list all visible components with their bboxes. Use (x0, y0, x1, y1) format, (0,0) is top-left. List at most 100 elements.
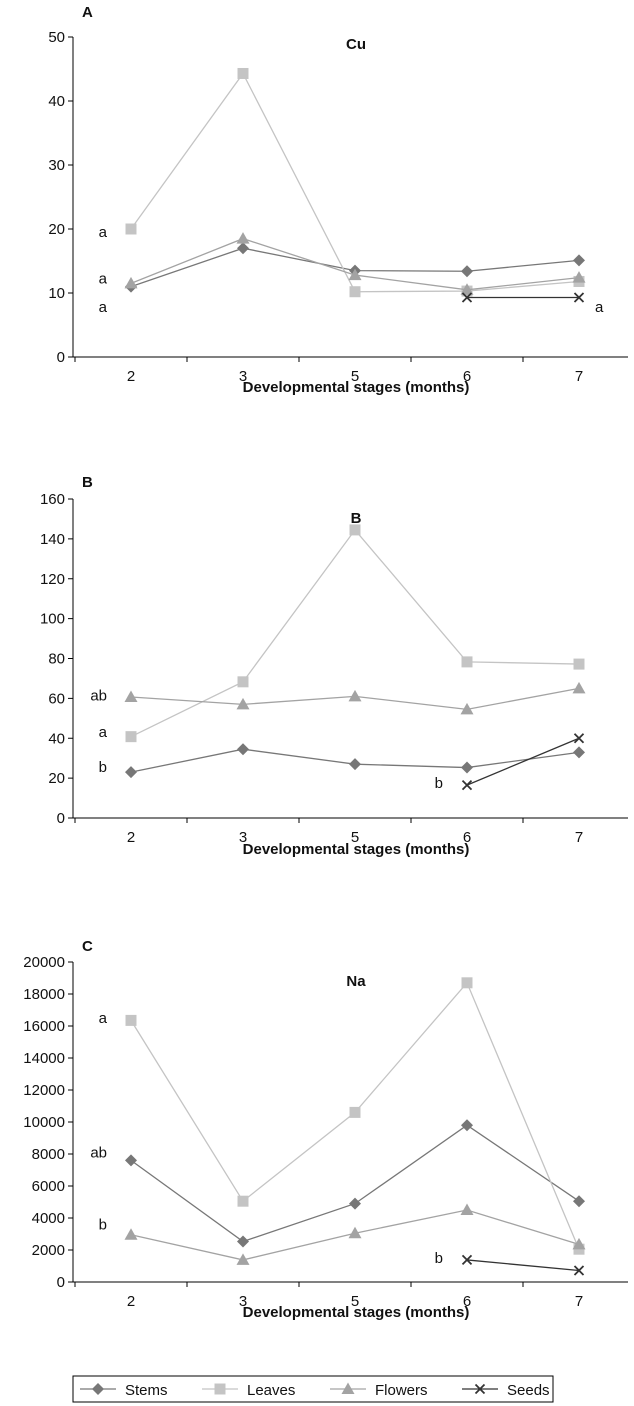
y-tick-label: 2000 (32, 1242, 65, 1259)
data-point (461, 1119, 473, 1132)
data-point (461, 292, 473, 303)
x-axis-label: Developmental stages (months) (243, 1304, 470, 1321)
x-tick-label: 5 (351, 368, 359, 385)
data-point (572, 1237, 586, 1250)
y-tick-label: 6000 (32, 1178, 65, 1195)
y-tick-label: 30 (48, 157, 65, 174)
panel-label: A (82, 4, 93, 21)
legend-entry-flowers: Flowers (330, 1382, 428, 1399)
data-point (348, 268, 362, 281)
panel-label: B (82, 474, 93, 491)
data-point (572, 681, 586, 694)
data-point (572, 271, 586, 283)
y-tick-label: 120 (40, 571, 65, 588)
data-point (125, 766, 137, 779)
x-tick-label: 7 (575, 1293, 583, 1310)
y-tick-label: 100 (40, 611, 65, 628)
data-point (236, 232, 250, 244)
data-point (236, 697, 250, 710)
y-tick-label: 20000 (23, 954, 65, 971)
legend-marker (341, 1382, 355, 1394)
data-point (237, 676, 249, 688)
x-tick-label: 2 (127, 368, 135, 385)
data-point (461, 265, 473, 278)
data-point (348, 689, 362, 702)
legend-marker (214, 1383, 226, 1395)
annotation-letter: ab (90, 687, 107, 704)
series-leaves (125, 977, 585, 1255)
y-tick-label: 8000 (32, 1146, 65, 1163)
data-point (348, 1226, 362, 1239)
y-tick-label: 10 (48, 285, 65, 302)
series-seeds (461, 1254, 585, 1276)
y-tick-label: 40 (48, 93, 65, 110)
y-tick-label: 80 (48, 651, 65, 668)
data-point (573, 658, 585, 670)
legend-marker (92, 1383, 104, 1395)
x-tick-label: 2 (127, 1293, 135, 1310)
legend-marker (474, 1383, 486, 1395)
legend-label: Flowers (375, 1382, 428, 1399)
annotation-letter: a (99, 224, 108, 241)
y-tick-label: 20 (48, 221, 65, 238)
series-seeds (461, 292, 585, 303)
x-tick-label: 3 (239, 368, 247, 385)
x-tick-label: 6 (463, 829, 471, 846)
x-tick-label: 5 (351, 1293, 359, 1310)
y-tick-label: 4000 (32, 1210, 65, 1227)
data-point (124, 690, 138, 702)
data-point (125, 223, 137, 235)
series-line (466, 737, 580, 786)
y-tick-label: 40 (48, 730, 65, 747)
data-point (349, 1197, 361, 1210)
y-tick-label: 18000 (23, 986, 65, 1003)
series-line (466, 1259, 580, 1272)
y-tick-label: 50 (48, 29, 65, 46)
chart-panel-b: 0 20 40 60 80 100 120 140 160 2 3 5 6 7 B B Developmenta… (40, 474, 628, 858)
data-point (349, 758, 361, 771)
legend-label: Stems (125, 1382, 168, 1399)
y-tick-label: 14000 (23, 1050, 65, 1067)
legend: Stems Leaves Flowers Seeds (72, 1375, 554, 1403)
annotation-letter: b (435, 1250, 443, 1267)
annotation-letter: b (99, 1216, 107, 1233)
annotation-letter: a (99, 270, 108, 287)
x-tick-label: 7 (575, 368, 583, 385)
series-leaves (125, 67, 585, 298)
data-point (461, 977, 473, 989)
data-point (460, 702, 474, 715)
series-leaves (125, 524, 585, 743)
data-point (236, 1253, 250, 1265)
chart-title: Na (346, 973, 366, 990)
y-tick-label: 140 (40, 531, 65, 548)
series-line (130, 528, 580, 738)
x-axis-label: Developmental stages (months) (243, 379, 470, 396)
y-tick-label: 0 (57, 810, 65, 827)
x-axis-label: Developmental stages (months) (243, 841, 470, 858)
annotation-letter: a (99, 724, 108, 741)
data-point (460, 283, 474, 295)
annotation-letter: b (435, 775, 443, 792)
series-stems (125, 1119, 585, 1248)
legend-entry-seeds: Seeds (462, 1382, 550, 1399)
series-flowers (124, 681, 586, 715)
data-point (460, 1203, 474, 1215)
x-tick-label: 6 (463, 368, 471, 385)
legend-entry-stems: Stems (80, 1382, 168, 1399)
legend-entry-leaves: Leaves (202, 1382, 295, 1399)
data-point (349, 1106, 361, 1118)
y-tick-label: 160 (40, 491, 65, 508)
annotation-letter: a (99, 299, 108, 316)
data-point (573, 733, 585, 744)
x-tick-label: 5 (351, 829, 359, 846)
panel-label: C (82, 938, 93, 955)
x-tick-label: 3 (239, 829, 247, 846)
data-point (573, 254, 585, 267)
data-point (573, 292, 585, 303)
data-point (349, 286, 361, 298)
data-point (461, 656, 473, 668)
data-point (237, 1235, 249, 1248)
data-point (573, 1195, 585, 1208)
series-line (130, 72, 580, 293)
